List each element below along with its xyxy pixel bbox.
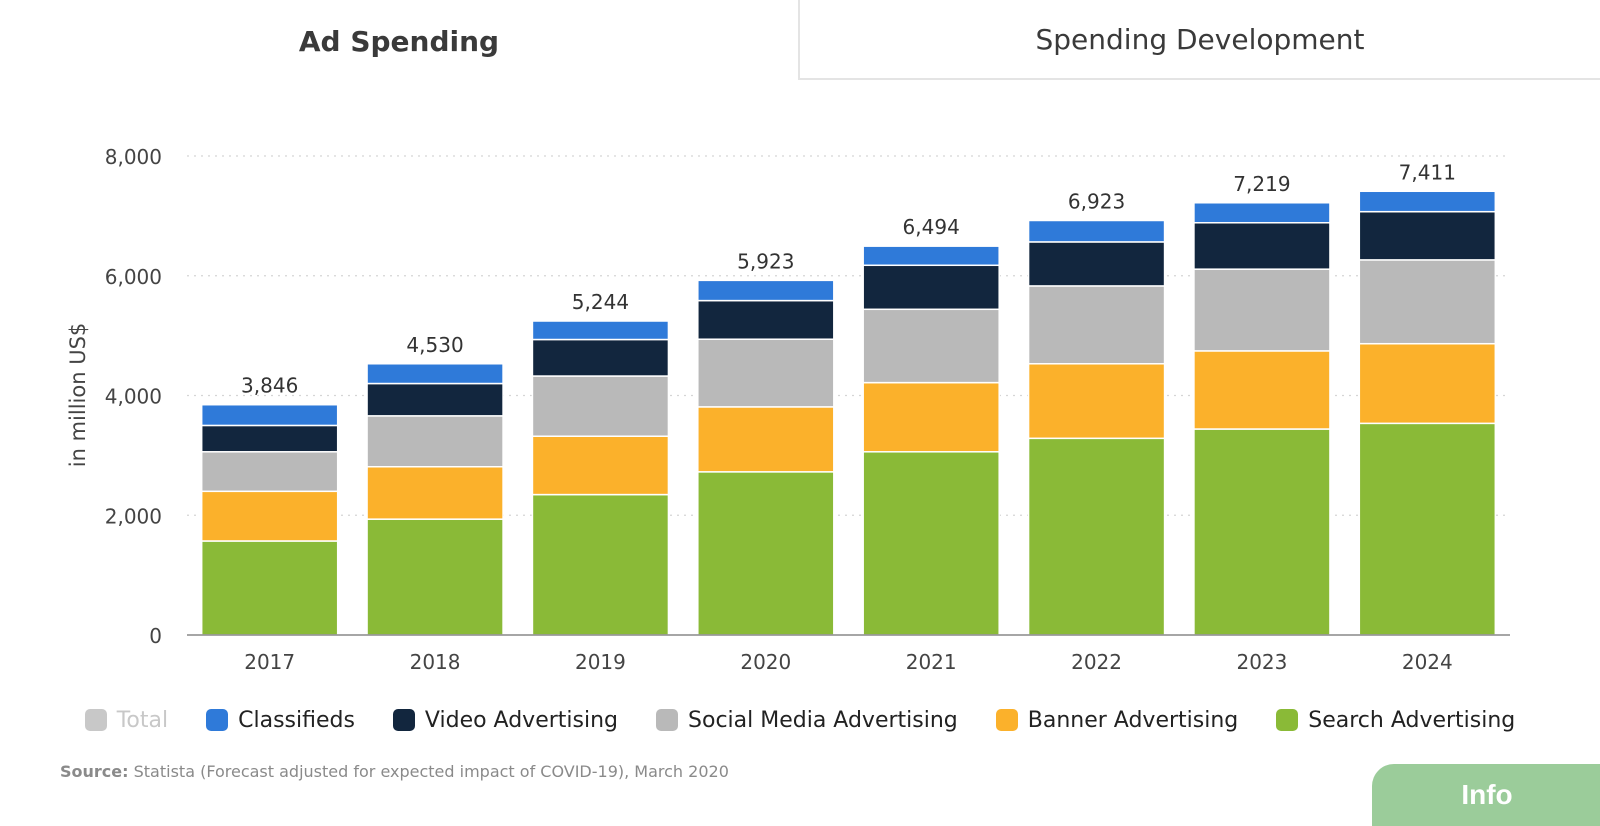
bar-segment [366, 466, 504, 520]
bar-segment [1027, 241, 1166, 287]
bar-segment [200, 490, 339, 542]
y-tick-label: 4,000 [105, 385, 162, 409]
bar-segment [697, 406, 835, 473]
total-label: 7,411 [1399, 160, 1456, 184]
legend-item-search-advertising[interactable]: Search Advertising [1276, 708, 1515, 733]
x-tick-label: 2024 [1402, 650, 1453, 674]
bar-segment [862, 264, 1000, 311]
bar-segment [1358, 210, 1497, 261]
bar-segment [531, 320, 670, 341]
bar-segment [1193, 350, 1331, 430]
bar-segment [200, 403, 339, 427]
bar-segment [1358, 422, 1497, 636]
tab-spending-development[interactable]: Spending Development [798, 0, 1600, 80]
total-label: 6,923 [1068, 189, 1125, 213]
source-text: Statista (Forecast adjusted for expected… [133, 762, 729, 781]
y-axis-label: in million US$ [66, 323, 90, 468]
y-tick-label: 2,000 [105, 504, 162, 528]
chart-tabs: Ad Spending Spending Development [0, 0, 1600, 82]
bar-segment [1027, 219, 1166, 243]
bar-segment [531, 338, 670, 377]
bar-segment [200, 540, 339, 636]
y-tick-label: 8,000 [105, 145, 162, 169]
bar-segment [1358, 259, 1497, 345]
legend-swatch-video-advertising [392, 709, 415, 731]
bar-segment [1193, 222, 1331, 270]
source-label: Source: [60, 762, 129, 781]
stacked-bar-chart: 0 2,000 4,000 6,000 8,000 in million US$ 3,846… [66, 145, 1510, 674]
bar-segment [1358, 342, 1497, 425]
total-label: 5,244 [572, 290, 629, 314]
y-tick-label: 0 [149, 624, 162, 648]
bar-segment [862, 245, 1000, 267]
bar-segment [1027, 285, 1166, 365]
legend-item-classifieds[interactable]: Classifieds [206, 708, 355, 733]
legend-swatch-classifieds [206, 709, 229, 731]
legend-label: Banner Advertising [1027, 707, 1239, 733]
tab-ad-spending[interactable]: Ad Spending [298, 24, 500, 58]
y-tick-label: 6,000 [105, 265, 162, 289]
bar-segment [200, 451, 339, 493]
legend-item-video-advertising[interactable]: Video Advertising [392, 707, 619, 733]
info-button[interactable]: Info [1372, 764, 1600, 826]
bar-segment [1027, 363, 1166, 440]
bar-segment [366, 363, 504, 385]
bar-segment [862, 308, 1000, 384]
x-tick-label: 2019 [575, 650, 626, 674]
bar-segment [366, 415, 504, 468]
x-tick-label: 2020 [740, 650, 791, 674]
x-tick-label: 2022 [1071, 650, 1122, 674]
total-label: 6,494 [903, 215, 960, 239]
bar-segment [697, 338, 835, 408]
bar-segment [697, 299, 835, 340]
chart-legend: Total Classifieds Video Advertising Soci… [0, 700, 1600, 740]
bar-segment [862, 451, 1000, 636]
legend-swatch-search-advertising [1276, 709, 1299, 731]
legend-swatch-social-media-advertising [656, 709, 679, 731]
legend-item-banner-advertising[interactable]: Banner Advertising [995, 707, 1239, 733]
legend-label: Total [116, 707, 169, 733]
bar-segment [697, 279, 835, 302]
bar-segment [1358, 190, 1497, 213]
legend-swatch-total [84, 709, 107, 731]
bar-segment [366, 518, 504, 636]
bar-segment [1027, 437, 1166, 636]
legend-label: Search Advertising [1308, 707, 1516, 733]
legend-label: Video Advertising [424, 707, 619, 733]
legend-item-total[interactable]: Total [84, 707, 169, 733]
bar-segment [200, 424, 339, 453]
bar-segment [1193, 428, 1331, 636]
x-tick-label: 2017 [244, 650, 295, 674]
total-label: 4,530 [406, 333, 463, 357]
bar-segment [1193, 268, 1331, 352]
x-tick-label: 2018 [410, 650, 461, 674]
total-label: 5,923 [737, 249, 794, 273]
bar-segment [697, 471, 835, 636]
bar-segment [531, 435, 670, 496]
legend-swatch-banner-advertising [995, 709, 1018, 731]
bar-segment [1193, 202, 1331, 224]
total-label: 3,846 [241, 374, 298, 398]
bar-segment [531, 493, 670, 636]
legend-label: Social Media Advertising [688, 707, 958, 733]
bar-segment [531, 375, 670, 437]
legend-item-social-media-advertising[interactable]: Social Media Advertising [656, 708, 958, 733]
total-label: 7,219 [1233, 172, 1290, 196]
bar-segment [366, 382, 504, 417]
bar-segment [862, 381, 1000, 453]
x-tick-label: 2023 [1236, 650, 1287, 674]
x-tick-label: 2021 [906, 650, 957, 674]
source-note: Source: Statista (Forecast adjusted for … [60, 762, 729, 781]
legend-label: Classifieds [238, 707, 355, 733]
